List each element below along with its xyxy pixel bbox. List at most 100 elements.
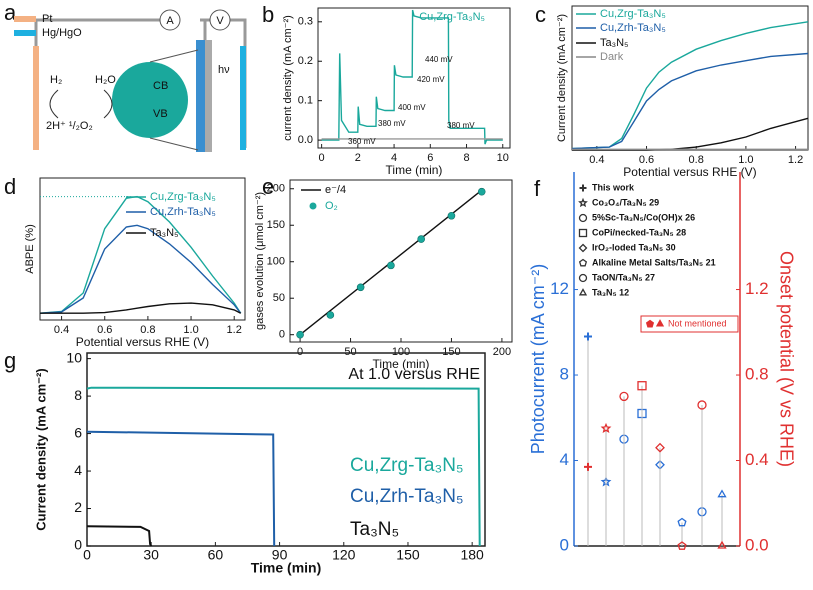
annotation: 380 mV xyxy=(378,119,406,128)
x-tick-label: 100 xyxy=(392,346,410,358)
legend-text: Hg/HgO xyxy=(42,27,82,39)
y-tick-label: 4 xyxy=(560,450,569,469)
legend-text: Ta₃N₅ xyxy=(150,227,178,239)
x-tick-label: 150 xyxy=(442,346,460,358)
x-tick-label: 200 xyxy=(493,346,511,358)
marker xyxy=(645,319,655,328)
line-series xyxy=(571,52,809,150)
zoom-line xyxy=(149,49,199,151)
y-tick-label: 150 xyxy=(267,219,285,231)
x-tick-label: 60 xyxy=(208,547,224,563)
line-series xyxy=(572,117,809,151)
y-tick-label: 0 xyxy=(560,535,569,554)
point xyxy=(326,311,335,319)
marker xyxy=(578,258,588,267)
panel-label: d xyxy=(4,174,16,199)
point xyxy=(356,283,365,292)
legend-text: Cu,Zrh-Ta₃N₅ xyxy=(150,206,216,218)
plot-frame xyxy=(86,352,486,547)
marker xyxy=(578,213,588,223)
y-tick-label: 50 xyxy=(273,292,285,304)
x-tick-label: 50 xyxy=(344,346,356,358)
line-series xyxy=(39,195,242,314)
y-axis-label: Current density (mA cm⁻²) xyxy=(556,14,568,142)
legend-text: This work xyxy=(592,182,635,192)
marker xyxy=(677,517,687,527)
y-tick-label: 8 xyxy=(74,387,82,403)
marker xyxy=(619,391,629,402)
x-tick-label: 1.0 xyxy=(738,154,753,166)
panel-label: f xyxy=(534,176,541,201)
x-tick-label: 1.0 xyxy=(183,324,198,336)
y-axis-label: gases evolution (μmol cm⁻²) xyxy=(254,192,266,330)
annotation: 380 mV xyxy=(447,121,475,130)
panel-a: a A V Pt Hg/HgO CB VB hν H₂ H₂O 2H⁺ ¹/₂O… xyxy=(4,0,247,152)
x-axis-label: Time (min) xyxy=(373,357,430,371)
y-axis-label: Photocurrent (mA cm⁻²) xyxy=(528,264,548,455)
y2-axis-label: Onset potential (V vs RHE) xyxy=(776,251,796,467)
plot-frame xyxy=(289,179,513,343)
legend-text: 5%Sc-Ta₃N₅/Co(OH)x 26 xyxy=(592,212,695,222)
band-label: CB xyxy=(153,80,168,92)
legend-text: Cu,Zrg-Ta₃N₅ xyxy=(600,8,666,20)
annotation: At 1.0 versus RHE xyxy=(348,366,480,383)
meter-label: V xyxy=(216,15,224,27)
legend-marker xyxy=(309,202,317,210)
legend-text: Pt xyxy=(42,13,52,25)
annotation: 440 mV xyxy=(425,55,453,64)
line-series xyxy=(86,386,481,547)
y-tick-label: 6 xyxy=(74,424,82,440)
annotation: 360 mV xyxy=(348,137,376,146)
legend-text: O₂ xyxy=(325,200,338,212)
point xyxy=(387,261,395,270)
marker xyxy=(717,489,727,498)
reaction: 2H⁺ ¹/₂O₂ xyxy=(46,120,93,132)
marker xyxy=(578,243,588,253)
x-tick-label: 8 xyxy=(463,152,469,164)
marker xyxy=(578,197,588,208)
line-series xyxy=(39,224,242,314)
series-label: Ta₃N₅ xyxy=(350,519,399,540)
line-series xyxy=(86,525,153,547)
light-label: hν xyxy=(218,64,230,76)
legend-text: Dark xyxy=(600,51,624,63)
panel-label: b xyxy=(262,2,274,27)
x-tick-label: 0.4 xyxy=(589,154,604,166)
marker xyxy=(717,540,727,549)
photoanode xyxy=(196,40,205,152)
x-tick-label: 0.6 xyxy=(97,324,112,336)
y-tick-label: 8 xyxy=(560,365,569,384)
panel-label: g xyxy=(4,348,16,373)
panel-label: a xyxy=(4,0,17,25)
marker xyxy=(578,273,588,283)
annotation: 420 mV xyxy=(417,75,445,84)
x-tick-label: 120 xyxy=(332,547,356,563)
y-tick-label: 0.0 xyxy=(298,134,313,146)
y-tick-label: 200 xyxy=(267,183,285,195)
panel-label: c xyxy=(535,2,546,27)
arrow xyxy=(49,89,113,119)
marker xyxy=(637,381,647,391)
legend-text: TaON/Ta₃N₅ 27 xyxy=(592,272,655,282)
y-tick-label: 0 xyxy=(74,537,82,553)
note-box xyxy=(640,315,739,333)
marker xyxy=(584,462,592,471)
x-tick-label: 90 xyxy=(272,547,288,563)
x-axis-label: Time (min) xyxy=(251,560,322,576)
x-tick-label: 150 xyxy=(396,547,420,563)
reaction: H₂O xyxy=(95,74,116,86)
point xyxy=(296,330,304,339)
x-tick-label: 0.8 xyxy=(689,154,704,166)
x-axis-label: Potential versus RHE (V) xyxy=(623,165,756,179)
series-label: Cu,Zrg-Ta₃N₅ xyxy=(419,11,485,23)
legend-text: e⁻/4 xyxy=(325,184,346,196)
x-tick-label: 180 xyxy=(460,547,484,563)
x-tick-label: 2 xyxy=(355,152,361,164)
line-series xyxy=(40,302,242,314)
plot-frame xyxy=(39,177,246,321)
band-label: VB xyxy=(153,108,168,120)
y-tick-label: 0.1 xyxy=(298,95,313,107)
reaction: H₂ xyxy=(50,74,62,86)
legend-text: Cu,Zrg-Ta₃N₅ xyxy=(150,191,216,203)
